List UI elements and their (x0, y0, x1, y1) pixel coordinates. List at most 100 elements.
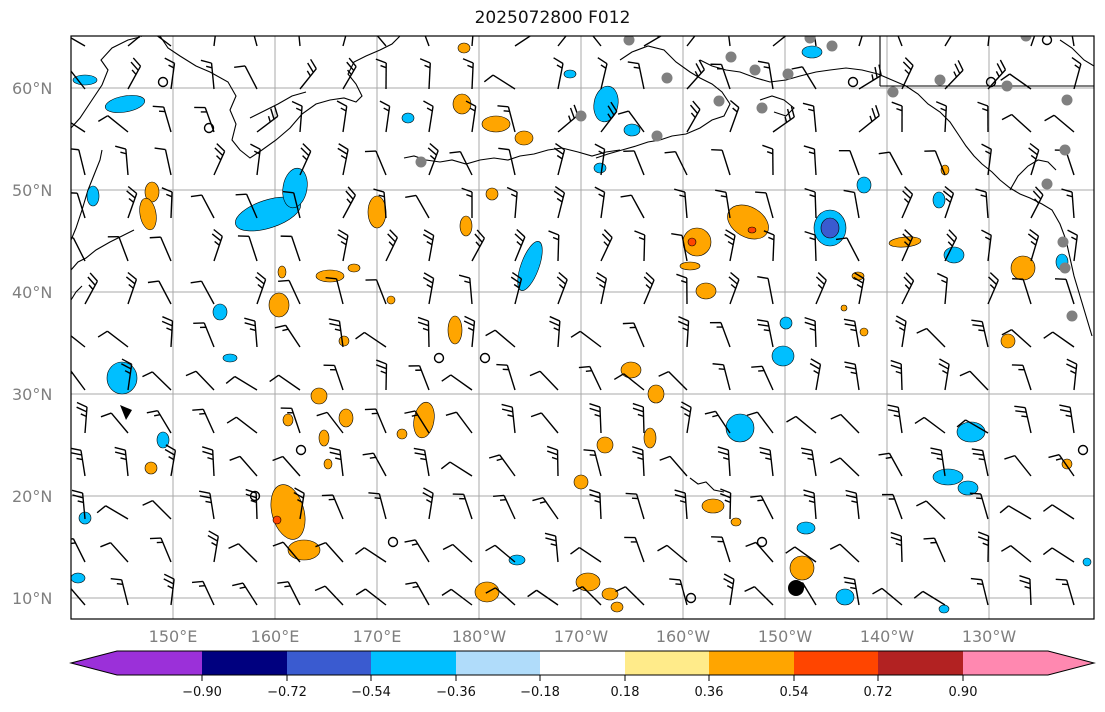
wind-barb (829, 543, 860, 563)
barb-feather (293, 491, 304, 499)
wind-barb (404, 539, 430, 563)
barb-feather (514, 233, 524, 242)
barb-feather (198, 490, 211, 495)
wind-barb (532, 497, 559, 520)
station-gray-marker (725, 51, 737, 63)
barb-feather (201, 446, 213, 451)
barb-feather (467, 64, 474, 69)
wind-barb (164, 57, 176, 90)
barb-feather (930, 451, 943, 456)
wind-barb (71, 334, 86, 348)
barb-feather (729, 99, 740, 109)
barb-feather (132, 57, 142, 67)
wind-barb (274, 324, 301, 348)
colorbar-segment (202, 651, 287, 675)
barb-feather (1074, 64, 1081, 70)
barb-feather (953, 71, 958, 78)
wind-barb (1030, 36, 1036, 47)
barb-feather (440, 461, 451, 470)
barb-feather (603, 241, 609, 247)
barb-feather (272, 541, 284, 547)
barb-staff (127, 65, 142, 90)
wind-barb (971, 448, 989, 477)
wind-barb (987, 59, 1007, 90)
wind-barb (658, 370, 688, 391)
barb-staff (127, 36, 142, 47)
barb-feather (607, 105, 615, 116)
barb-staff (686, 36, 696, 47)
barb-staff (849, 150, 860, 176)
wind-barb (711, 149, 731, 176)
barb-feather (141, 22, 145, 32)
wind-barb (71, 489, 86, 520)
barb-feather (1004, 454, 1016, 460)
station-gray-marker (749, 64, 761, 76)
barb-feather (569, 107, 575, 119)
barb-feather (422, 276, 434, 284)
contour-region (452, 93, 472, 115)
barb-feather (570, 547, 580, 555)
wind-barb (71, 369, 86, 391)
wind-barb (858, 105, 880, 133)
wind-barb (772, 36, 787, 47)
barb-feather (977, 101, 989, 107)
barb-staff (255, 492, 258, 520)
barb-staff (846, 237, 860, 262)
barb-feather (803, 494, 815, 499)
barb-feather (940, 107, 947, 112)
barb-feather (257, 283, 263, 289)
barb-feather (464, 280, 471, 284)
barb-feather (791, 66, 803, 70)
wind-barb (759, 446, 774, 477)
barb-feather (903, 241, 910, 247)
barb-feather (467, 327, 474, 332)
barb-feather (1061, 188, 1073, 193)
barb-staff (239, 455, 258, 477)
barb-feather (724, 499, 731, 504)
wind-barb (901, 272, 915, 305)
barb-feather (412, 585, 419, 589)
barb-staff (152, 500, 172, 520)
contour-region (318, 429, 330, 447)
contour-region (610, 601, 624, 613)
barb-feather (71, 447, 82, 452)
wind-barb (557, 36, 567, 47)
barb-feather (225, 375, 236, 384)
barb-staff (923, 416, 946, 434)
barb-feather (645, 272, 655, 281)
barb-feather (850, 371, 857, 375)
wind-barb (671, 233, 688, 262)
barb-feather (679, 194, 686, 198)
barb-feather (284, 585, 291, 588)
barb-feather (939, 358, 950, 365)
wind-barb (717, 446, 731, 477)
barb-staff (1022, 365, 1032, 391)
barb-feather (746, 411, 758, 417)
barb-staff (542, 497, 559, 520)
barb-feather (1055, 578, 1067, 581)
barb-staff (210, 63, 215, 90)
barb-staff (471, 237, 486, 262)
barb-feather (583, 449, 595, 452)
barb-staff (579, 330, 602, 348)
barb-feather (97, 330, 108, 338)
barb-feather (335, 457, 342, 461)
colorbar-tick-label: 0.54 (780, 685, 809, 700)
barb-feather (947, 241, 953, 247)
latitude-labels: 60°N 50°N 40°N 30°N 20°N 10°N (12, 79, 52, 608)
wind-barb (923, 537, 946, 563)
wind-barb (634, 230, 646, 262)
barb-feather (890, 536, 902, 542)
wind-barb (514, 229, 526, 262)
barb-feather (768, 236, 775, 241)
wind-barb (127, 57, 142, 90)
barb-staff (253, 36, 258, 47)
wind-barb (615, 586, 645, 606)
barb-feather (830, 413, 842, 420)
barb-feather (423, 272, 434, 280)
barb-feather (808, 108, 815, 112)
barb-feather (368, 492, 380, 495)
barb-feather (336, 100, 348, 107)
wind-barb (198, 490, 215, 520)
barb-feather (871, 74, 874, 81)
